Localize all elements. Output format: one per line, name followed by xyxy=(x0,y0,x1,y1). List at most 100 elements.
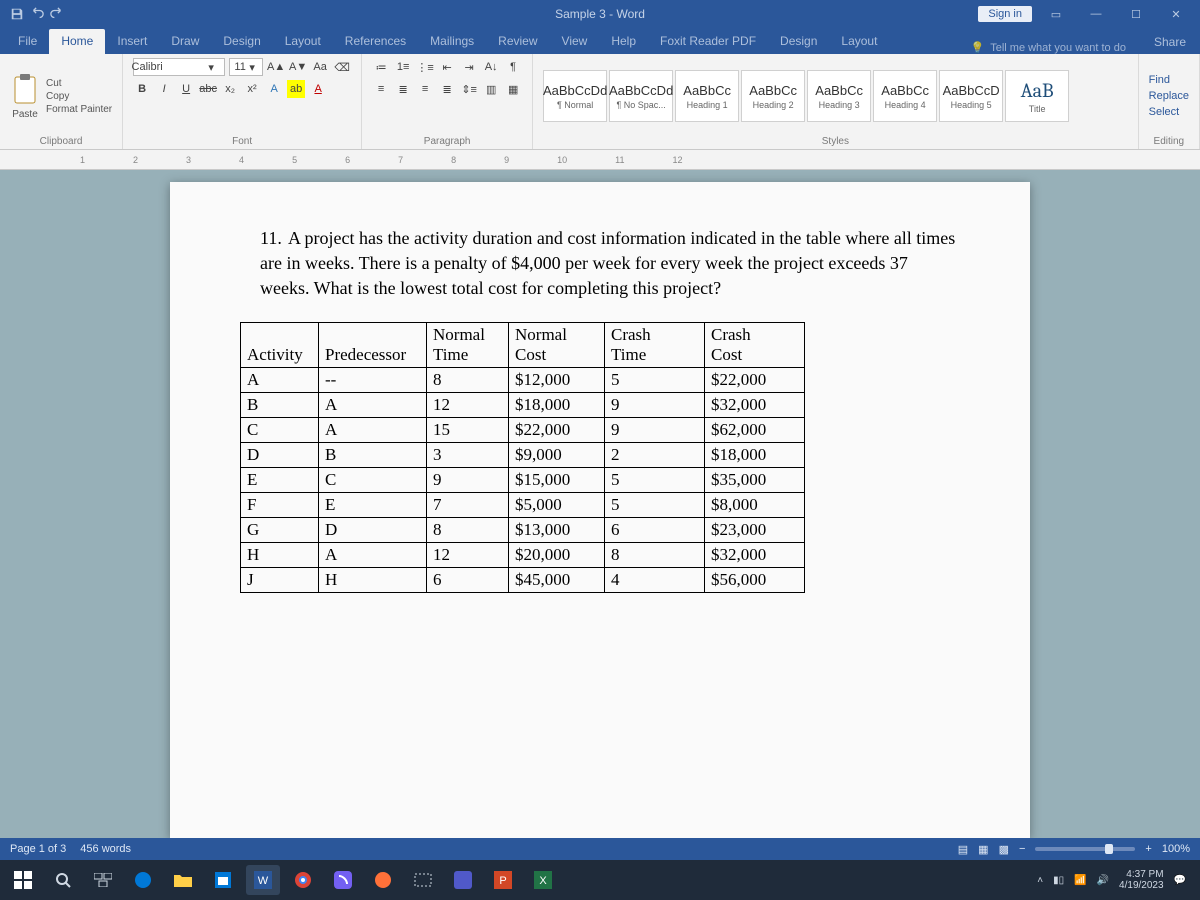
save-icon[interactable] xyxy=(10,7,24,21)
table-cell[interactable]: E xyxy=(241,468,319,493)
table-cell[interactable]: $56,000 xyxy=(705,568,805,593)
table-cell[interactable]: B xyxy=(241,393,319,418)
table-cell[interactable]: 6 xyxy=(605,518,705,543)
copy-button[interactable]: Copy xyxy=(46,91,69,102)
numbering-icon[interactable]: 1≡ xyxy=(394,58,412,76)
chrome-icon[interactable] xyxy=(286,865,320,895)
table-cell[interactable]: 5 xyxy=(605,468,705,493)
table-cell[interactable]: $20,000 xyxy=(509,543,605,568)
style-title[interactable]: AaBTitle xyxy=(1005,70,1069,122)
change-case-icon[interactable]: Aa xyxy=(311,58,329,76)
table-cell[interactable]: 2 xyxy=(605,443,705,468)
teams-icon[interactable] xyxy=(446,865,480,895)
style-heading-2[interactable]: AaBbCcHeading 2 xyxy=(741,70,805,122)
table-cell[interactable]: 7 xyxy=(427,493,509,518)
table-cell[interactable]: 9 xyxy=(605,418,705,443)
table-cell[interactable]: $5,000 xyxy=(509,493,605,518)
tab-view[interactable]: View xyxy=(550,29,600,54)
table-cell[interactable]: 12 xyxy=(427,393,509,418)
table-cell[interactable]: F xyxy=(241,493,319,518)
tab-layout[interactable]: Layout xyxy=(273,29,333,54)
start-button[interactable] xyxy=(6,865,40,895)
tab-mailings[interactable]: Mailings xyxy=(418,29,486,54)
table-cell[interactable]: 3 xyxy=(427,443,509,468)
zoom-slider[interactable] xyxy=(1035,847,1135,851)
tell-me-search[interactable]: 💡 Tell me what you want to do xyxy=(971,41,1140,54)
table-cell[interactable]: 12 xyxy=(427,543,509,568)
bullets-icon[interactable]: ≔ xyxy=(372,58,390,76)
page[interactable]: 11.A project has the activity duration a… xyxy=(170,182,1030,838)
replace-button[interactable]: Replace xyxy=(1149,88,1189,104)
excel-icon[interactable]: X xyxy=(526,865,560,895)
font-size-select[interactable]: 11▾ xyxy=(229,58,263,76)
style-heading-1[interactable]: AaBbCcHeading 1 xyxy=(675,70,739,122)
snip-icon[interactable] xyxy=(406,865,440,895)
zoom-in-icon[interactable]: + xyxy=(1145,843,1151,855)
highlight-icon[interactable]: ab xyxy=(287,80,305,98)
multilevel-icon[interactable]: ⋮≡ xyxy=(416,58,434,76)
viber-icon[interactable] xyxy=(326,865,360,895)
table-cell[interactable]: C xyxy=(241,418,319,443)
tab-review[interactable]: Review xyxy=(486,29,549,54)
zoom-out-icon[interactable]: − xyxy=(1019,843,1025,855)
table-cell[interactable]: 9 xyxy=(427,468,509,493)
table-cell[interactable]: $23,000 xyxy=(705,518,805,543)
edge-icon[interactable] xyxy=(126,865,160,895)
zoom-level[interactable]: 100% xyxy=(1162,843,1190,855)
tab-draw[interactable]: Draw xyxy=(159,29,211,54)
search-icon[interactable] xyxy=(46,865,80,895)
table-cell[interactable]: $18,000 xyxy=(705,443,805,468)
tab-file[interactable]: File xyxy=(6,29,49,54)
justify-icon[interactable]: ≣ xyxy=(438,80,456,98)
table-cell[interactable]: J xyxy=(241,568,319,593)
tab-foxit[interactable]: Foxit Reader PDF xyxy=(648,29,768,54)
style-heading-3[interactable]: AaBbCcHeading 3 xyxy=(807,70,871,122)
file-explorer-icon[interactable] xyxy=(166,865,200,895)
cut-button[interactable]: Cut xyxy=(46,78,62,89)
table-cell[interactable]: $32,000 xyxy=(705,393,805,418)
inc-indent-icon[interactable]: ⇥ xyxy=(460,58,478,76)
wifi-icon[interactable]: 📶 xyxy=(1074,875,1086,886)
firefox-icon[interactable] xyxy=(366,865,400,895)
table-cell[interactable]: $32,000 xyxy=(705,543,805,568)
bold-button[interactable]: B xyxy=(133,80,151,98)
page-count[interactable]: Page 1 of 3 xyxy=(10,843,66,855)
undo-icon[interactable] xyxy=(30,7,44,21)
paste-button[interactable]: Paste xyxy=(10,73,40,120)
redo-icon[interactable] xyxy=(50,7,64,21)
table-cell[interactable]: 8 xyxy=(427,518,509,543)
minimize-icon[interactable]: — xyxy=(1080,4,1112,24)
print-layout-icon[interactable]: ▦ xyxy=(978,843,988,856)
find-button[interactable]: Find xyxy=(1149,72,1189,88)
table-cell[interactable]: 8 xyxy=(427,368,509,393)
table-cell[interactable]: $62,000 xyxy=(705,418,805,443)
tab-references[interactable]: References xyxy=(333,29,418,54)
web-layout-icon[interactable]: ▩ xyxy=(999,843,1009,856)
table-cell[interactable]: $12,000 xyxy=(509,368,605,393)
table-cell[interactable]: H xyxy=(241,543,319,568)
task-view-icon[interactable] xyxy=(86,865,120,895)
table-cell[interactable]: G xyxy=(241,518,319,543)
share-button[interactable]: Share xyxy=(1140,30,1200,54)
table-cell[interactable]: B xyxy=(319,443,427,468)
table-cell[interactable]: E xyxy=(319,493,427,518)
style--no-spac-[interactable]: AaBbCcDd¶ No Spac... xyxy=(609,70,673,122)
powerpoint-icon[interactable]: P xyxy=(486,865,520,895)
table-cell[interactable]: $35,000 xyxy=(705,468,805,493)
align-center-icon[interactable]: ≣ xyxy=(394,80,412,98)
dec-indent-icon[interactable]: ⇤ xyxy=(438,58,456,76)
table-cell[interactable]: 5 xyxy=(605,368,705,393)
tab-insert[interactable]: Insert xyxy=(105,29,159,54)
table-cell[interactable]: -- xyxy=(319,368,427,393)
table-cell[interactable]: 9 xyxy=(605,393,705,418)
sign-in-button[interactable]: Sign in xyxy=(978,6,1032,22)
close-icon[interactable]: ✕ xyxy=(1160,4,1192,24)
table-cell[interactable]: A xyxy=(319,418,427,443)
table-cell[interactable]: C xyxy=(319,468,427,493)
tray-chevron-icon[interactable]: ˄ xyxy=(1037,875,1043,886)
ribbon-options-icon[interactable]: ▭ xyxy=(1040,4,1072,24)
table-cell[interactable]: 6 xyxy=(427,568,509,593)
volume-icon[interactable]: 🔊 xyxy=(1097,875,1109,886)
tab-table-layout[interactable]: Layout xyxy=(829,29,889,54)
font-name-select[interactable]: Calibri▾ xyxy=(133,58,225,76)
